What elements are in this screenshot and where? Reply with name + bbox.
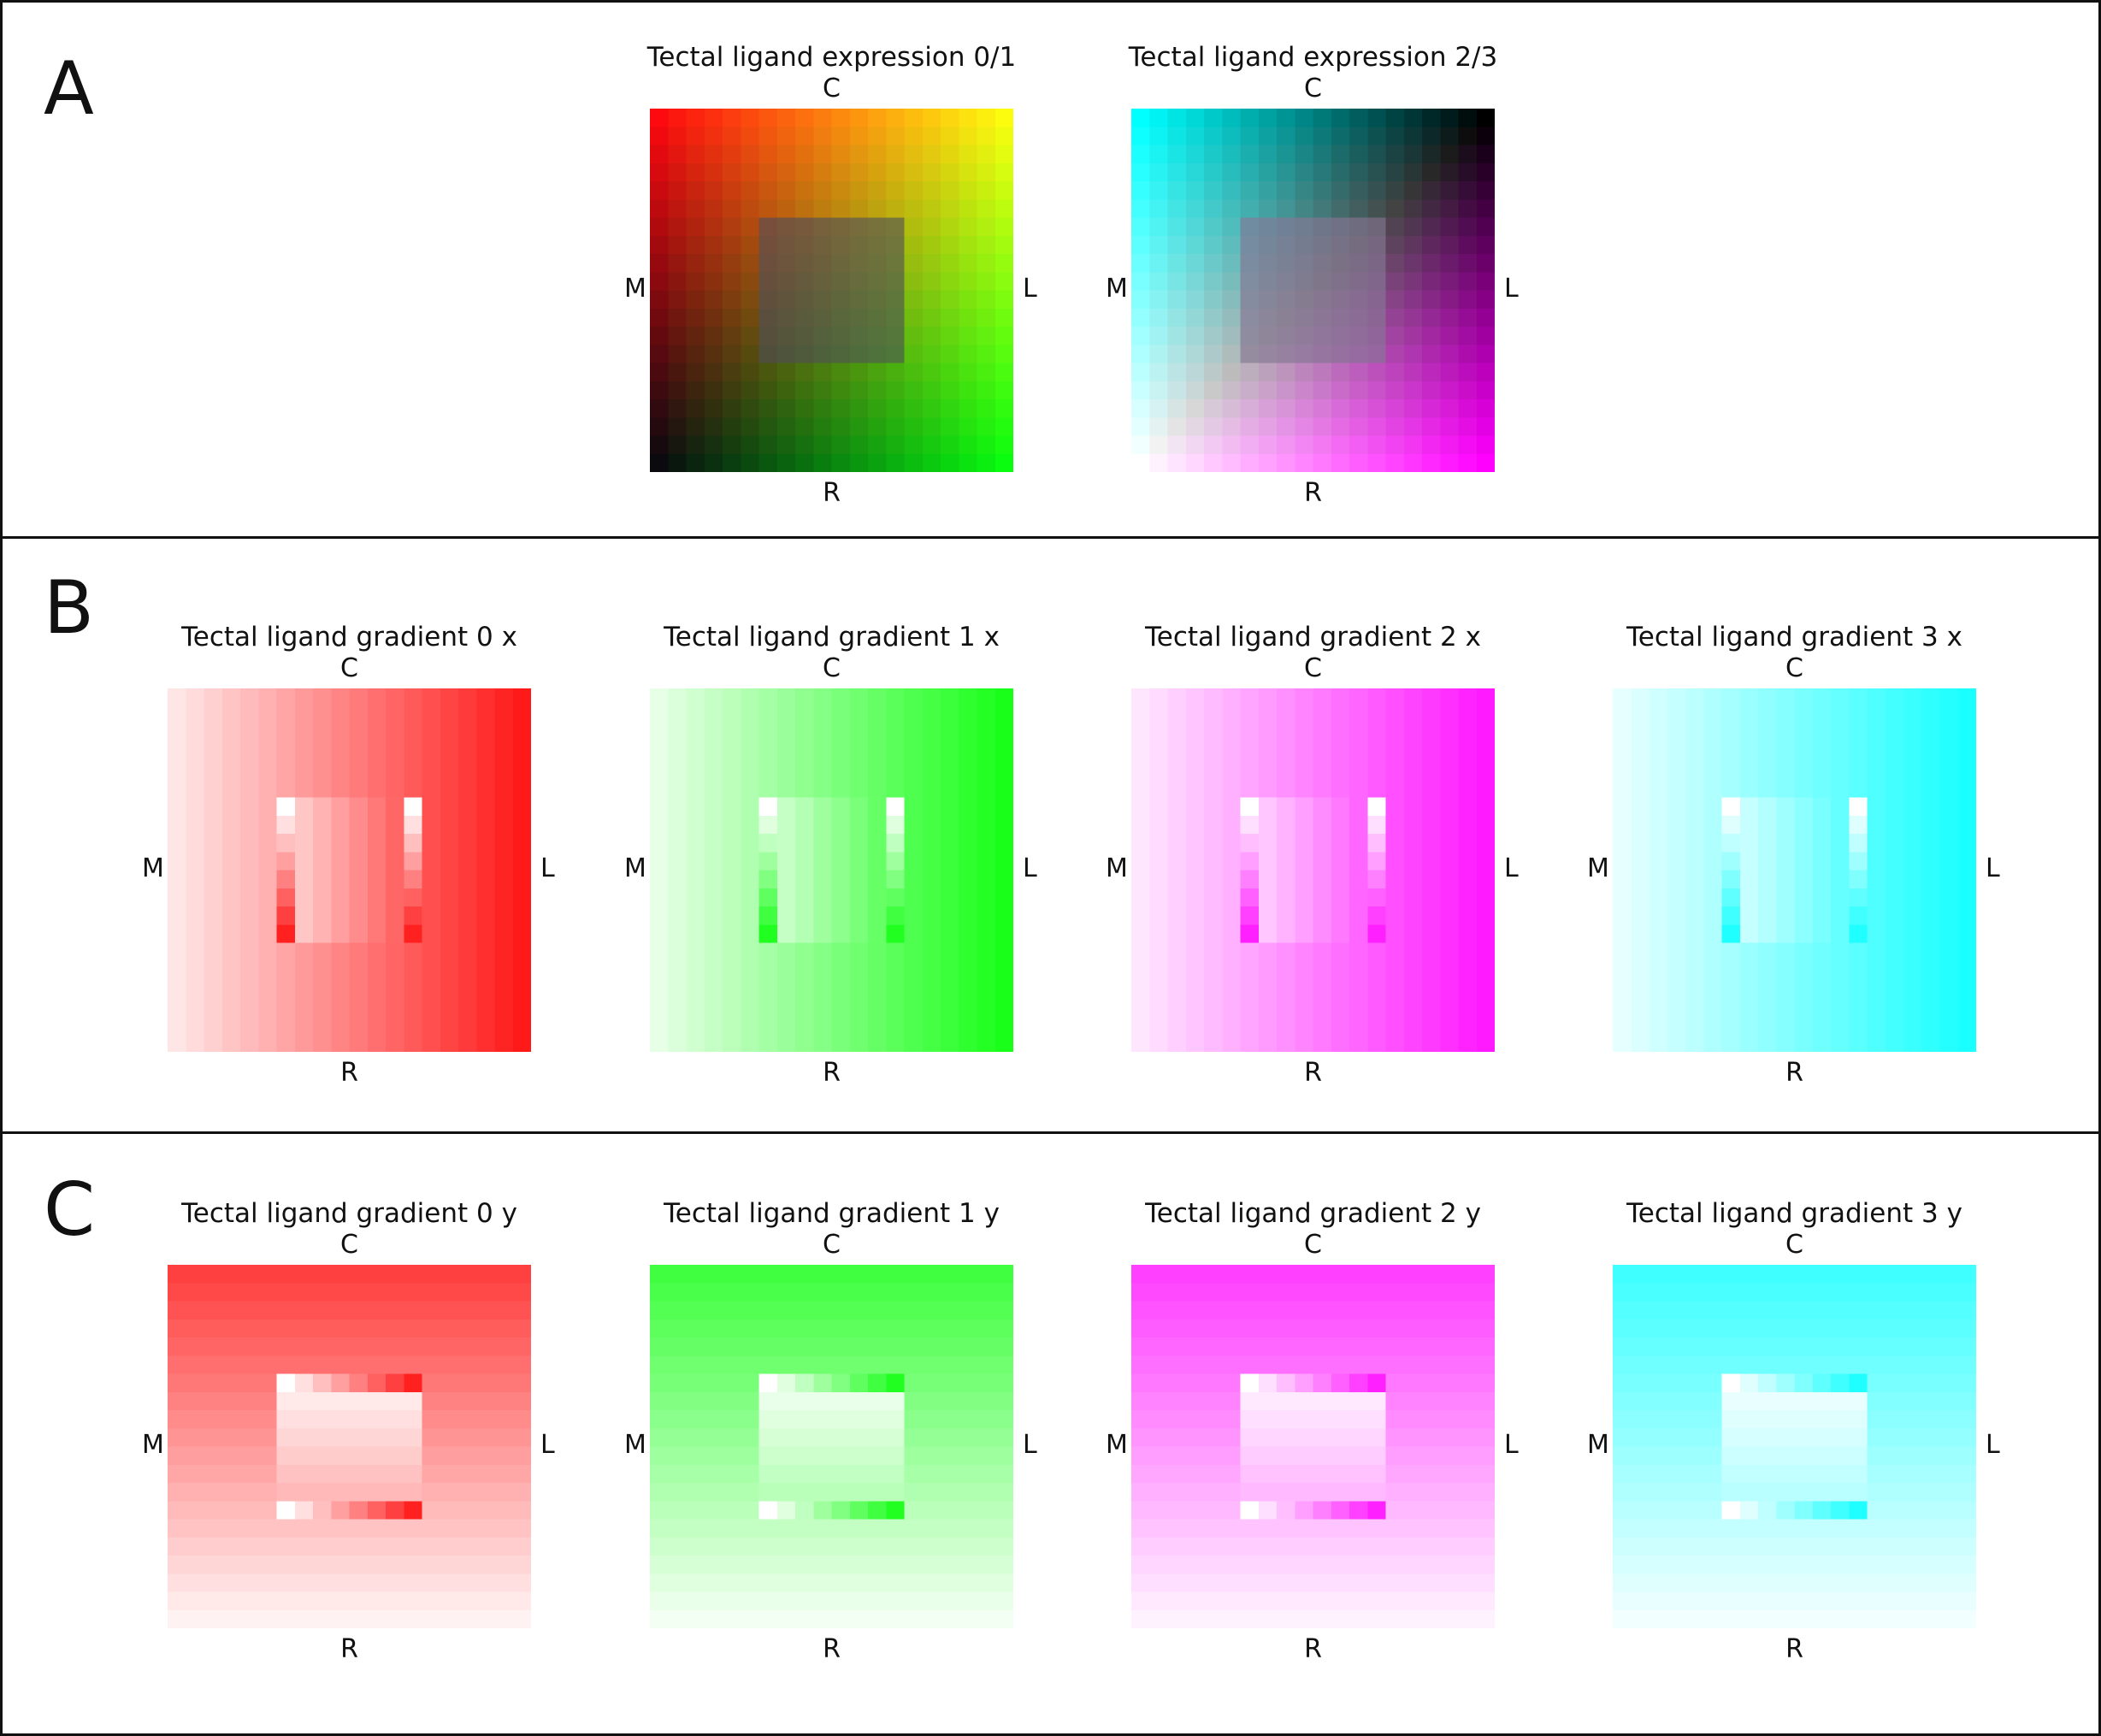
axis-label-medial: M bbox=[1106, 1430, 1128, 1460]
heatmap bbox=[1131, 1265, 1495, 1628]
axis-label-rostral: R bbox=[340, 1058, 358, 1088]
gradient-y-map-1: Tectal ligand gradient 1 y C R M L bbox=[624, 1198, 1037, 1662]
axis-label-caudal: C bbox=[1785, 1230, 1803, 1260]
axis-label-rostral: R bbox=[1304, 1058, 1322, 1088]
axis-label-medial: M bbox=[1106, 274, 1128, 304]
axis-label-caudal: C bbox=[1304, 1230, 1322, 1260]
gradient-x-map-1: Tectal ligand gradient 1 x C R M L bbox=[624, 622, 1037, 1086]
panel-letter-c: C bbox=[44, 1167, 96, 1253]
expression-map-2-3: Tectal ligand expression 2/3 C R M L bbox=[1106, 42, 1519, 506]
figure-title: Tectal ligand gradient 2 y bbox=[1145, 1198, 1481, 1229]
axis-label-medial: M bbox=[624, 853, 646, 883]
heatmap bbox=[168, 1265, 531, 1628]
axis-label-lateral: L bbox=[1986, 1430, 2000, 1460]
axis-label-rostral: R bbox=[823, 1634, 841, 1664]
axis-label-caudal: C bbox=[823, 74, 841, 103]
axis-label-rostral: R bbox=[823, 478, 841, 508]
axis-label-lateral: L bbox=[540, 1430, 555, 1460]
heatmap bbox=[1131, 688, 1495, 1052]
panel-b: B Tectal ligand gradient 0 x C R M L Tec… bbox=[0, 536, 2101, 1134]
axis-label-rostral: R bbox=[1304, 1634, 1322, 1664]
axis-label-rostral: R bbox=[823, 1058, 841, 1088]
axis-label-lateral: L bbox=[1504, 853, 1519, 883]
gradient-x-map-2: Tectal ligand gradient 2 x C R M L bbox=[1106, 622, 1519, 1086]
axis-label-caudal: C bbox=[1304, 653, 1322, 683]
axis-label-lateral: L bbox=[1504, 1430, 1519, 1460]
expression-map-0-1: Tectal ligand expression 0/1 C R M L bbox=[624, 42, 1037, 506]
figure-title: Tectal ligand gradient 0 y bbox=[181, 1198, 517, 1229]
figure-title: Tectal ligand expression 2/3 bbox=[1128, 42, 1498, 73]
panel-letter-a: A bbox=[44, 46, 94, 132]
heatmap bbox=[1131, 109, 1495, 472]
axis-label-lateral: L bbox=[1504, 274, 1519, 304]
figure-title: Tectal ligand gradient 1 x bbox=[664, 622, 1000, 652]
axis-label-caudal: C bbox=[340, 1230, 358, 1260]
heatmap bbox=[1613, 1265, 1976, 1628]
gradient-y-map-2: Tectal ligand gradient 2 y C R M L bbox=[1106, 1198, 1519, 1662]
axis-label-caudal: C bbox=[823, 653, 841, 683]
heatmap bbox=[650, 109, 1013, 472]
figure-title: Tectal ligand gradient 1 y bbox=[664, 1198, 1000, 1229]
heatmap bbox=[650, 688, 1013, 1052]
gradient-y-map-3: Tectal ligand gradient 3 y C R M L bbox=[1587, 1198, 2000, 1662]
axis-label-medial: M bbox=[1587, 853, 1609, 883]
heatmap bbox=[650, 1265, 1013, 1628]
heatmap bbox=[1613, 688, 1976, 1052]
gradient-x-map-3: Tectal ligand gradient 3 x C R M L bbox=[1587, 622, 2000, 1086]
heatmap bbox=[168, 688, 531, 1052]
axis-label-lateral: L bbox=[1023, 853, 1037, 883]
axis-label-rostral: R bbox=[1785, 1634, 1803, 1664]
gradient-x-map-0: Tectal ligand gradient 0 x C R M L bbox=[142, 622, 555, 1086]
gradient-y-map-0: Tectal ligand gradient 0 y C R M L bbox=[142, 1198, 555, 1662]
panel-letter-b: B bbox=[44, 565, 94, 651]
axis-label-caudal: C bbox=[340, 653, 358, 683]
axis-label-medial: M bbox=[142, 853, 164, 883]
axis-label-medial: M bbox=[1587, 1430, 1609, 1460]
axis-label-medial: M bbox=[624, 274, 646, 304]
axis-label-caudal: C bbox=[1304, 74, 1322, 103]
axis-label-medial: M bbox=[142, 1430, 164, 1460]
axis-label-lateral: L bbox=[1023, 274, 1037, 304]
axis-label-lateral: L bbox=[1023, 1430, 1037, 1460]
axis-label-caudal: C bbox=[1785, 653, 1803, 683]
figure-title: Tectal ligand gradient 0 x bbox=[181, 622, 517, 652]
panel-c: C Tectal ligand gradient 0 y C R M L Tec… bbox=[0, 1131, 2101, 1736]
axis-label-lateral: L bbox=[1986, 853, 2000, 883]
figure-title: Tectal ligand gradient 3 y bbox=[1626, 1198, 1962, 1229]
axis-label-medial: M bbox=[624, 1430, 646, 1460]
figure-title: Tectal ligand gradient 3 x bbox=[1626, 622, 1962, 652]
axis-label-caudal: C bbox=[823, 1230, 841, 1260]
axis-label-medial: M bbox=[1106, 853, 1128, 883]
axis-label-rostral: R bbox=[1785, 1058, 1803, 1088]
axis-label-rostral: R bbox=[1304, 478, 1322, 508]
figure-title: Tectal ligand gradient 2 x bbox=[1145, 622, 1481, 652]
axis-label-lateral: L bbox=[540, 853, 555, 883]
panel-a: A Tectal ligand expression 0/1 C R M L T… bbox=[0, 0, 2101, 539]
figure-title: Tectal ligand expression 0/1 bbox=[646, 42, 1017, 73]
axis-label-rostral: R bbox=[340, 1634, 358, 1664]
